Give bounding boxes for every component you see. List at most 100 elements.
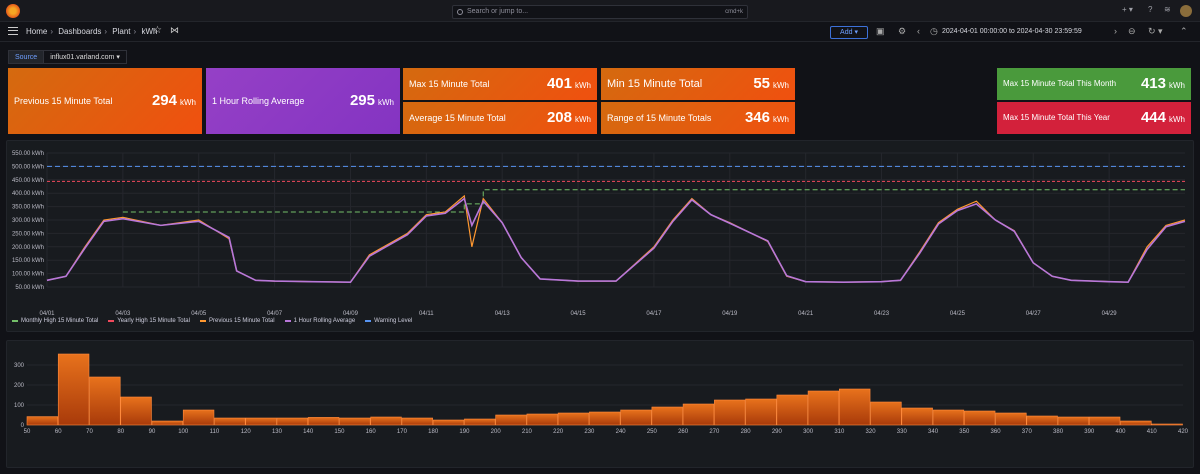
x-tick-label: 120 bbox=[241, 429, 252, 435]
histogram-bar bbox=[963, 410, 996, 426]
histogram-bar bbox=[57, 353, 90, 426]
avatar[interactable] bbox=[1180, 5, 1192, 17]
x-tick-label: 240 bbox=[616, 429, 627, 435]
x-tick-label: 04/13 bbox=[495, 311, 511, 317]
x-tick-label: 90 bbox=[149, 429, 156, 435]
histogram-bar bbox=[432, 419, 465, 426]
stat-value: 295 kWh bbox=[349, 92, 394, 109]
star-icon[interactable]: ☆ bbox=[153, 25, 162, 36]
stat-range-15-minute[interactable]: Range of 15 Minute Totals 346 kWh bbox=[601, 102, 795, 134]
histogram-bar bbox=[1088, 416, 1121, 426]
stat-value: 444 kWh bbox=[1140, 109, 1185, 126]
timeseries-chart[interactable]: 50.00 kWh 100.00 kWh 150.00 kWh 200.00 kWh 2… bbox=[7, 141, 1193, 333]
legend-item[interactable]: Monthly High 15 Minute Total bbox=[12, 318, 98, 324]
x-tick-label: 04/25 bbox=[950, 311, 966, 317]
histogram-bar bbox=[714, 399, 746, 426]
share-icon[interactable]: ⋈ bbox=[170, 25, 179, 35]
stat-max-month[interactable]: Max 15 Minute Total This Month 413 kWh bbox=[997, 68, 1191, 100]
x-tick-label: 04/07 bbox=[267, 311, 283, 317]
x-tick-label: 360 bbox=[991, 429, 1002, 435]
breadcrumb-kwh: kWh bbox=[141, 27, 158, 36]
stat-max-year[interactable]: Max 15 Minute Total This Year 444 kWh bbox=[997, 102, 1191, 134]
histogram-bar bbox=[526, 413, 558, 426]
breadcrumb-dashboards[interactable]: Dashboards bbox=[58, 27, 102, 36]
stat-min-15-minute[interactable]: Min 15 Minute Total 55 kWh bbox=[601, 68, 795, 100]
histogram-panel[interactable]: 0 100 200 300 50 60 70 80 90 100 110 120 130 140 150 16… bbox=[6, 340, 1194, 468]
menu-icon[interactable] bbox=[8, 27, 18, 35]
x-tick-label: 350 bbox=[959, 429, 970, 435]
legend-item[interactable]: Yearly High 15 Minute Total bbox=[108, 318, 190, 324]
histogram-bar bbox=[589, 411, 621, 426]
series-line bbox=[46, 194, 1186, 283]
breadcrumb-home[interactable]: Home bbox=[26, 27, 48, 36]
stat-max-15-minute[interactable]: Max 15 Minute Total 401 kWh bbox=[403, 68, 597, 100]
histogram-bar bbox=[89, 376, 121, 426]
top-bar: Search or jump to... cmd+k + ▾ ? ≋ bbox=[0, 0, 1200, 22]
histogram-bar bbox=[370, 416, 402, 426]
stat-label: Previous 15 Minute Total bbox=[14, 96, 113, 106]
histogram-bar bbox=[745, 398, 777, 426]
add-button[interactable]: Add ▾ bbox=[830, 26, 868, 39]
x-tick-label: 04/03 bbox=[115, 311, 131, 317]
x-tick-label: 280 bbox=[741, 429, 752, 435]
histogram-bar bbox=[26, 416, 59, 426]
x-tick-label: 190 bbox=[459, 429, 470, 435]
stat-value: 294 kWh bbox=[151, 92, 196, 109]
breadcrumb-plant[interactable]: Plant bbox=[112, 27, 131, 36]
source-select[interactable]: influx01.varland.com ▾ bbox=[44, 50, 127, 64]
histogram-bar bbox=[682, 403, 715, 426]
stat-value: 413 kWh bbox=[1140, 75, 1185, 92]
settings-icon[interactable]: ⚙ bbox=[898, 26, 907, 36]
grafana-logo-icon[interactable] bbox=[6, 4, 20, 18]
histogram-bar bbox=[870, 401, 902, 426]
search-input[interactable]: Search or jump to... cmd+k bbox=[452, 5, 748, 19]
stat-rolling-average[interactable]: 1 Hour Rolling Average 295 kWh bbox=[206, 68, 400, 134]
zoom-out-icon[interactable]: ⊖ bbox=[1128, 26, 1136, 36]
time-forward-icon[interactable]: › bbox=[1114, 26, 1117, 36]
y-tick-label: 350.00 kWh bbox=[12, 205, 44, 211]
stat-value: 401 kWh bbox=[546, 75, 591, 92]
x-tick-label: 04/29 bbox=[1102, 311, 1118, 317]
x-tick-label: 04/17 bbox=[646, 311, 662, 317]
plus-icon[interactable]: + ▾ bbox=[1122, 5, 1133, 14]
y-tick-label: 550.00 kWh bbox=[12, 151, 44, 157]
x-tick-label: 320 bbox=[866, 429, 877, 435]
histogram-bar bbox=[214, 417, 246, 426]
x-tick-label: 340 bbox=[928, 429, 939, 435]
stat-average-15-minute[interactable]: Average 15 Minute Total 208 kWh bbox=[403, 102, 597, 134]
collapse-icon[interactable]: ⌃ bbox=[1180, 26, 1188, 36]
x-tick-label: 04/21 bbox=[798, 311, 814, 317]
histogram-chart[interactable]: 0 100 200 300 50 60 70 80 90 100 110 120 130 140 150 16… bbox=[7, 341, 1193, 469]
legend-item[interactable]: Previous 15 Minute Total bbox=[199, 318, 275, 324]
legend-item[interactable]: 1 Hour Rolling Average bbox=[284, 318, 355, 324]
help-icon[interactable]: ? bbox=[1148, 5, 1153, 14]
y-tick-label: 200.00 kWh bbox=[12, 245, 44, 251]
stat-label: Range of 15 Minute Totals bbox=[607, 113, 712, 123]
legend-item[interactable]: Warning Level bbox=[365, 318, 412, 324]
histogram-bar bbox=[807, 390, 840, 426]
time-range-picker[interactable]: 2024-04-01 00:00:00 to 2024-04-30 23:59:… bbox=[942, 28, 1082, 35]
histogram-bar bbox=[151, 420, 184, 426]
x-tick-label: 80 bbox=[117, 429, 124, 435]
histogram-bar bbox=[339, 417, 371, 426]
histogram-bar bbox=[776, 394, 808, 426]
histogram-bar bbox=[839, 388, 871, 426]
y-tick-label: 200 bbox=[14, 383, 25, 389]
x-tick-label: 380 bbox=[1053, 429, 1064, 435]
x-tick-label: 110 bbox=[210, 429, 220, 435]
news-icon[interactable]: ≋ bbox=[1164, 5, 1171, 14]
stat-label: Max 15 Minute Total bbox=[409, 79, 490, 89]
x-tick-label: 04/19 bbox=[722, 311, 738, 317]
save-icon[interactable]: ▣ bbox=[876, 26, 885, 36]
stat-label: Min 15 Minute Total bbox=[607, 78, 703, 90]
x-tick-label: 160 bbox=[366, 429, 377, 435]
x-tick-label: 180 bbox=[428, 429, 439, 435]
refresh-icon[interactable]: ↻ ▾ bbox=[1148, 26, 1163, 36]
x-tick-label: 390 bbox=[1084, 429, 1095, 435]
y-tick-label: 50.00 kWh bbox=[15, 285, 44, 291]
timeseries-panel[interactable]: 50.00 kWh 100.00 kWh 150.00 kWh 200.00 kWh 2… bbox=[6, 140, 1194, 332]
stat-previous-15-minute[interactable]: Previous 15 Minute Total 294 kWh bbox=[8, 68, 202, 134]
x-tick-label: 04/23 bbox=[874, 311, 890, 317]
time-back-icon[interactable]: ‹ bbox=[917, 26, 920, 36]
stat-value: 55 kWh bbox=[753, 75, 789, 92]
